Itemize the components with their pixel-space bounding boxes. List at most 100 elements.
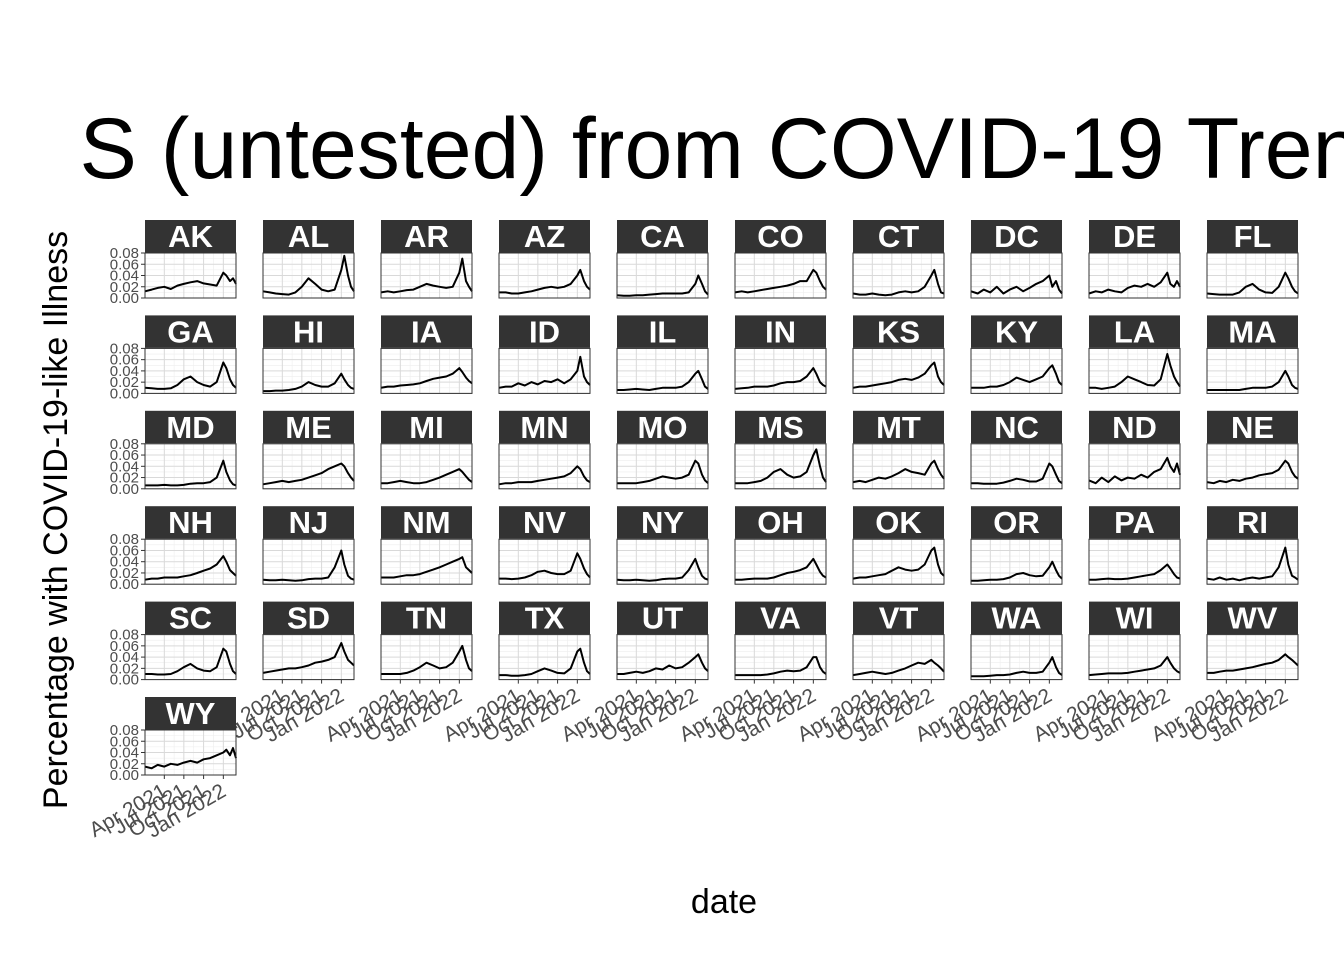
- series-line: [1088, 271, 1181, 295]
- facet-strip: [735, 220, 826, 253]
- panel-border: [1088, 634, 1181, 681]
- facet-strip-label: AK: [168, 219, 213, 254]
- facet-ky: KY: [970, 314, 1063, 394]
- panel-border: [970, 252, 1063, 299]
- series-line: [144, 361, 237, 390]
- panel-border: [380, 252, 473, 299]
- y-tick-label: 0.02: [110, 660, 139, 677]
- y-axis-label: Percentage with COVID-19-like Illness: [37, 231, 75, 809]
- y-tick-label: 0.02: [110, 565, 139, 582]
- facet-strip: [853, 315, 944, 349]
- y-tick-label: 0.02: [110, 470, 139, 487]
- facet-strip: [145, 697, 236, 730]
- series-line: [616, 557, 709, 582]
- series-line: [381, 468, 473, 485]
- series-line: [262, 462, 355, 486]
- facet-or: OR: [970, 505, 1063, 585]
- series-line: [1089, 563, 1181, 581]
- panel-border: [852, 252, 945, 299]
- facet-strip-label: KS: [877, 314, 920, 349]
- facet-strip-label: WI: [1116, 601, 1154, 636]
- facet-strip-label: VT: [879, 601, 919, 636]
- panel-border: [498, 347, 591, 394]
- panel-border: [262, 347, 355, 394]
- facet-strip: [735, 601, 826, 635]
- y-tick-label: 0.08: [110, 245, 139, 262]
- facet-strip: [263, 506, 354, 540]
- facet-strip: [145, 220, 236, 253]
- facet-strip-label: WA: [992, 601, 1042, 636]
- series-line: [852, 658, 945, 677]
- panel-border: [734, 634, 827, 681]
- facet-strip-label: SD: [287, 601, 330, 636]
- series-line: [1207, 653, 1299, 674]
- series-line: [971, 656, 1063, 678]
- panel-border: [970, 634, 1063, 681]
- series-line: [1206, 459, 1299, 485]
- facet-strip-label: OK: [875, 505, 922, 540]
- series-line: [1088, 656, 1181, 677]
- panel-border: [498, 538, 591, 585]
- y-tick-label: 0.04: [110, 458, 139, 475]
- series-line: [1207, 369, 1299, 391]
- y-tick-label: 0.04: [110, 363, 139, 380]
- facet-strip: [381, 601, 472, 635]
- facet-strip-label: NJ: [289, 505, 329, 540]
- facet-ct: CT: [852, 219, 945, 299]
- series-line: [616, 274, 709, 297]
- series-line: [734, 268, 827, 294]
- facet-strip: [853, 410, 944, 444]
- facet-strip: [617, 506, 708, 540]
- facet-ia: IA: [380, 314, 473, 394]
- panel-border: [734, 252, 827, 299]
- series-line: [380, 367, 473, 389]
- panel-border: [616, 347, 709, 394]
- series-line: [145, 647, 237, 676]
- facet-strip-label: NC: [994, 410, 1039, 445]
- series-line: [971, 560, 1063, 582]
- series-line: [1089, 353, 1181, 390]
- series-line: [262, 254, 355, 296]
- panel-border: [616, 634, 709, 681]
- panel-border: [852, 347, 945, 394]
- series-line: [734, 367, 827, 390]
- panel-border: [1206, 443, 1299, 490]
- facet-strip-label: DE: [1113, 219, 1156, 254]
- panel-border: [262, 252, 355, 299]
- facet-nc: NC: [970, 410, 1063, 490]
- y-tick-label: 0.08: [110, 340, 139, 357]
- series-line: [1088, 456, 1181, 485]
- series-line: [381, 556, 473, 579]
- facet-strip: [1089, 506, 1180, 540]
- facet-strip: [145, 506, 236, 540]
- series-line: [1206, 546, 1299, 582]
- facet-strip-label: ND: [1112, 410, 1157, 445]
- y-tick-label: 0.04: [110, 554, 139, 571]
- y-tick-label: 0.00: [110, 290, 139, 307]
- panel-border: [970, 347, 1063, 394]
- facet-strip: [1207, 410, 1298, 444]
- facet-strip: [499, 410, 590, 444]
- facet-ms: MS: [734, 410, 827, 490]
- facet-strip: [499, 220, 590, 253]
- y-tick-label: 0.06: [110, 733, 139, 750]
- series-line: [499, 552, 591, 581]
- y-tick-label: 0.06: [110, 542, 139, 559]
- y-tick-label: 0.02: [110, 279, 139, 296]
- facet-strip: [617, 315, 708, 349]
- facet-strip-label: OH: [757, 505, 804, 540]
- facet-strip-label: PA: [1114, 505, 1155, 540]
- facet-oh: OH: [734, 505, 827, 585]
- y-tick-label: 0.00: [110, 385, 139, 402]
- facet-strip: [617, 410, 708, 444]
- series-line: [498, 355, 591, 389]
- series-line: [617, 459, 709, 485]
- facet-strip-label: NM: [402, 505, 450, 540]
- facet-strip-label: ME: [285, 410, 332, 445]
- facet-nh: NH 0.000.020.040.060.08: [110, 505, 237, 593]
- facet-mi: MI: [380, 410, 473, 490]
- facet-me: ME: [262, 410, 355, 490]
- facet-strip-label: LA: [1114, 314, 1155, 349]
- facet-ok: OK: [852, 505, 945, 585]
- series-line: [970, 274, 1063, 295]
